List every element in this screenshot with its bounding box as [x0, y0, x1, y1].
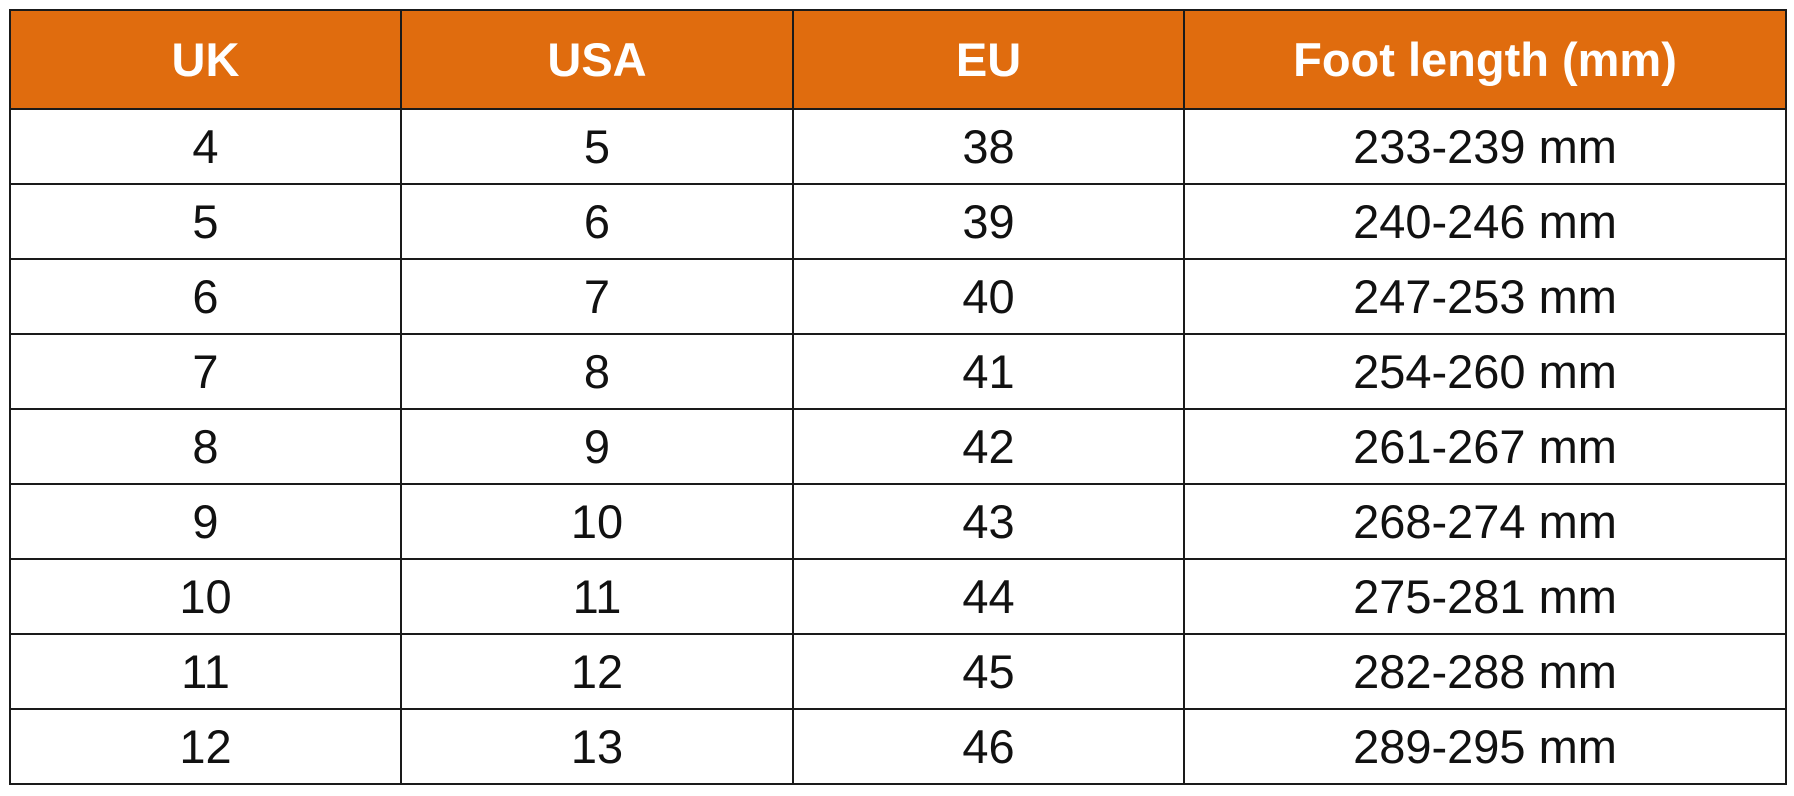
column-header-foot-length: Foot length (mm) [1183, 9, 1787, 110]
cell-usa: 10 [400, 483, 794, 560]
cell-uk: 12 [9, 708, 402, 785]
cell-foot-length: 275-281 mm [1183, 558, 1787, 635]
table-row: 7 8 41 254-260 mm [9, 333, 1787, 410]
shoe-size-table: UK USA EU Foot length (mm) 4 5 38 233-239 mm 5 6… [9, 9, 1787, 785]
table-row: 9 10 43 268-274 mm [9, 483, 1787, 560]
cell-foot-length: 254-260 mm [1183, 333, 1787, 410]
cell-usa: 11 [400, 558, 794, 635]
cell-eu: 41 [792, 333, 1185, 410]
cell-usa: 13 [400, 708, 794, 785]
table-row: 11 12 45 282-288 mm [9, 633, 1787, 710]
cell-uk: 6 [9, 258, 402, 335]
cell-usa: 6 [400, 183, 794, 260]
cell-foot-length: 247-253 mm [1183, 258, 1787, 335]
cell-uk: 10 [9, 558, 402, 635]
cell-uk: 11 [9, 633, 402, 710]
cell-uk: 4 [9, 108, 402, 185]
cell-eu: 45 [792, 633, 1185, 710]
header-row: UK USA EU Foot length (mm) [9, 9, 1787, 110]
cell-foot-length: 289-295 mm [1183, 708, 1787, 785]
column-header-usa: USA [400, 9, 794, 110]
cell-uk: 7 [9, 333, 402, 410]
cell-eu: 40 [792, 258, 1185, 335]
cell-usa: 12 [400, 633, 794, 710]
table-row: 6 7 40 247-253 mm [9, 258, 1787, 335]
cell-foot-length: 282-288 mm [1183, 633, 1787, 710]
table-row: 10 11 44 275-281 mm [9, 558, 1787, 635]
table-row: 8 9 42 261-267 mm [9, 408, 1787, 485]
cell-usa: 5 [400, 108, 794, 185]
cell-eu: 38 [792, 108, 1185, 185]
column-header-uk: UK [9, 9, 402, 110]
cell-uk: 8 [9, 408, 402, 485]
table-row: 5 6 39 240-246 mm [9, 183, 1787, 260]
cell-eu: 44 [792, 558, 1185, 635]
cell-foot-length: 268-274 mm [1183, 483, 1787, 560]
cell-uk: 5 [9, 183, 402, 260]
cell-usa: 8 [400, 333, 794, 410]
cell-foot-length: 240-246 mm [1183, 183, 1787, 260]
cell-eu: 39 [792, 183, 1185, 260]
cell-eu: 43 [792, 483, 1185, 560]
cell-uk: 9 [9, 483, 402, 560]
cell-eu: 42 [792, 408, 1185, 485]
cell-eu: 46 [792, 708, 1185, 785]
cell-foot-length: 261-267 mm [1183, 408, 1787, 485]
cell-foot-length: 233-239 mm [1183, 108, 1787, 185]
table-row: 12 13 46 289-295 mm [9, 708, 1787, 785]
cell-usa: 7 [400, 258, 794, 335]
table-row: 4 5 38 233-239 mm [9, 108, 1787, 185]
cell-usa: 9 [400, 408, 794, 485]
column-header-eu: EU [792, 9, 1185, 110]
